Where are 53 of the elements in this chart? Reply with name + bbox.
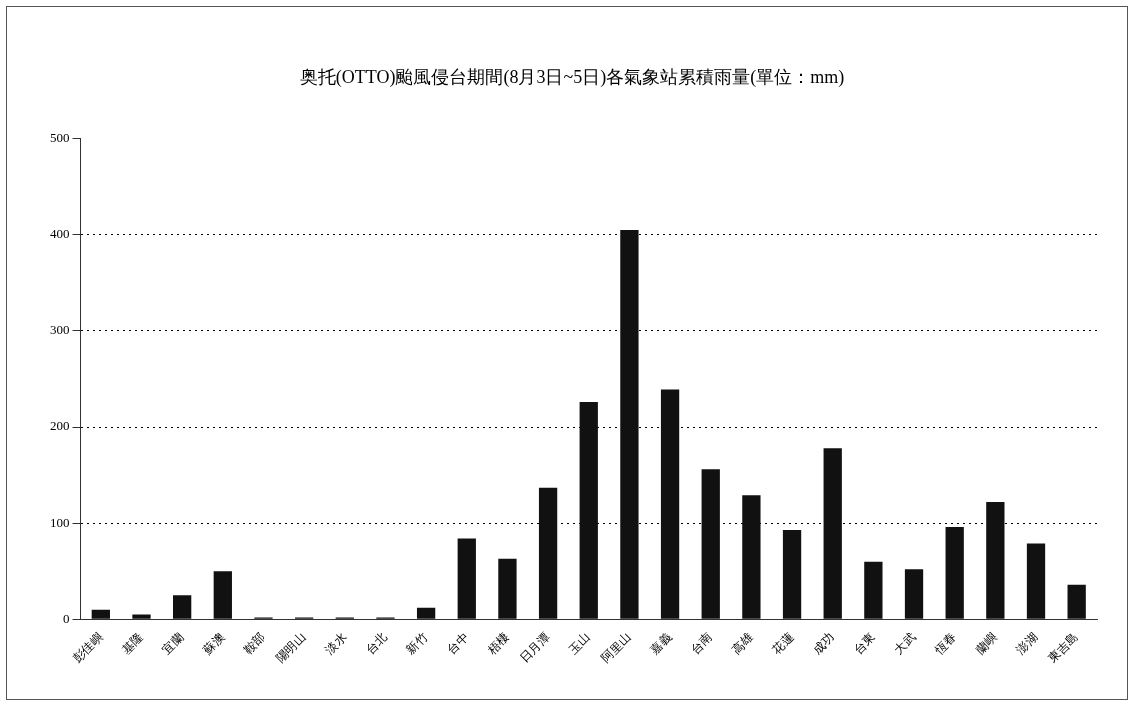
x-tick-label: 台南	[688, 629, 716, 657]
x-tick-label: 梧棲	[484, 629, 512, 658]
x-tick-label: 花蓮	[769, 629, 797, 657]
bar	[782, 529, 802, 619]
x-tick-label: 阿里山	[598, 629, 634, 666]
x-tick-label: 鞍部	[240, 629, 268, 657]
y-tick-label: 200	[50, 418, 70, 434]
x-tick-label: 彭佳嶼	[69, 629, 106, 666]
bar	[864, 561, 883, 619]
bar	[660, 389, 680, 619]
chart-title: 奥托(OTTO)颱風侵台期間(8月3日~5日)各氣象站累積雨量(單位：mm)	[299, 66, 845, 88]
x-tick-label: 台北	[362, 629, 390, 657]
bar	[91, 609, 110, 619]
x-tick-label: 恆春	[931, 629, 960, 658]
x-tick-label: 蘭嶼	[972, 629, 1000, 657]
x-tick-label: 大武	[891, 629, 919, 657]
bar	[213, 571, 232, 619]
bar	[823, 448, 842, 619]
x-tick-label: 成功	[810, 629, 838, 657]
x-tick-label: 嘉義	[647, 629, 675, 657]
bar	[986, 502, 1005, 619]
y-tick-label: 500	[50, 130, 70, 146]
y-tick-label: 400	[50, 226, 70, 242]
x-tick-label: 蘇澳	[200, 629, 228, 657]
bar	[945, 527, 964, 619]
bar	[538, 487, 558, 619]
bar	[1067, 584, 1086, 619]
x-tick-label: 東吉島	[1045, 629, 1082, 666]
x-tick-label: 基隆	[118, 629, 146, 657]
x-tick-label: 高雄	[728, 629, 756, 657]
bar	[498, 558, 517, 619]
y-tick-label: 0	[63, 610, 70, 626]
bar	[579, 402, 598, 619]
x-tick-label: 宜蘭	[159, 629, 187, 657]
y-tick-label: 100	[50, 514, 70, 530]
bar	[904, 569, 924, 619]
bar	[457, 538, 476, 619]
bar	[742, 495, 761, 619]
bar	[1026, 543, 1046, 619]
bar	[701, 469, 720, 619]
x-tick-label: 台東	[850, 629, 878, 657]
bar	[132, 614, 151, 619]
y-tick-label: 300	[50, 322, 70, 338]
x-tick-label: 日月潭	[517, 629, 553, 666]
x-tick-label: 台中	[444, 629, 472, 657]
x-tick-label: 澎湖	[1013, 629, 1041, 657]
bar	[620, 229, 639, 619]
x-tick-label: 陽明山	[273, 629, 309, 666]
x-tick-label: 淡水	[322, 629, 350, 657]
x-tick-label: 玉山	[566, 629, 594, 657]
x-tick-label: 新竹	[403, 629, 431, 657]
bar	[173, 595, 192, 619]
bar	[416, 607, 436, 619]
